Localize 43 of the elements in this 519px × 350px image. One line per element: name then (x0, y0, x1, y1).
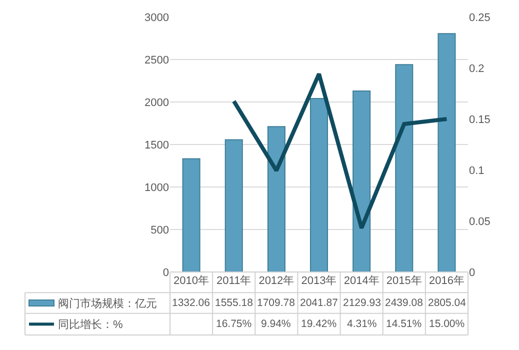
y2-tick-label: 0.05 (469, 216, 490, 228)
data-label: 16.75% (216, 318, 252, 330)
bar (224, 139, 243, 272)
x-tick-label: 2011年 (216, 275, 252, 287)
y-tick-label: 1500 (144, 139, 169, 152)
data-label: 2439.08 (385, 297, 424, 309)
data-label: 2805.04 (428, 297, 466, 309)
bar (352, 90, 371, 272)
data-label: 1332.06 (172, 297, 210, 309)
y-tick-label: 2500 (144, 54, 169, 66)
y-tick-label: 3000 (144, 12, 169, 24)
bar (395, 64, 414, 272)
legend-label: 同比增长：% (58, 318, 123, 331)
x-tick-label: 2014年 (344, 275, 380, 287)
bar (438, 33, 456, 272)
data-label: 15.00% (429, 318, 465, 330)
y2-tick-label: 0 (469, 266, 476, 279)
data-label: 2041.87 (300, 297, 338, 309)
data-label: 14.51% (386, 318, 422, 330)
data-label: 9.94% (261, 318, 291, 330)
data-label: 4.31% (347, 318, 377, 330)
line-series (232, 72, 449, 230)
y-tick-label: 2000 (144, 96, 169, 109)
x-tick-label: 2016年 (428, 275, 464, 287)
y-tick-label: 500 (150, 224, 169, 236)
x-tick-label: 2015年 (386, 275, 422, 287)
x-tick-label: 2013年 (301, 275, 337, 287)
y2-tick-label: 0.1 (469, 164, 484, 177)
data-label: 1555.18 (215, 297, 254, 309)
x-tick-label: 2012年 (258, 275, 294, 287)
y2-tick-label: 0.25 (469, 12, 490, 24)
data-label: 2129.93 (343, 297, 382, 309)
data-label: 1709.78 (257, 297, 296, 309)
y-tick-label: 0 (162, 266, 169, 279)
y2-tick-label: 0.2 (469, 62, 484, 75)
legend-label: 阀门市场规模：亿元 (58, 297, 157, 310)
bar (310, 98, 328, 272)
data-label: 19.42% (301, 318, 337, 330)
y2-tick-label: 0.15 (469, 114, 490, 126)
bar (267, 126, 286, 272)
y-tick-label: 1000 (144, 182, 169, 194)
x-tick-label: 2010年 (174, 275, 210, 287)
bar (182, 158, 200, 272)
